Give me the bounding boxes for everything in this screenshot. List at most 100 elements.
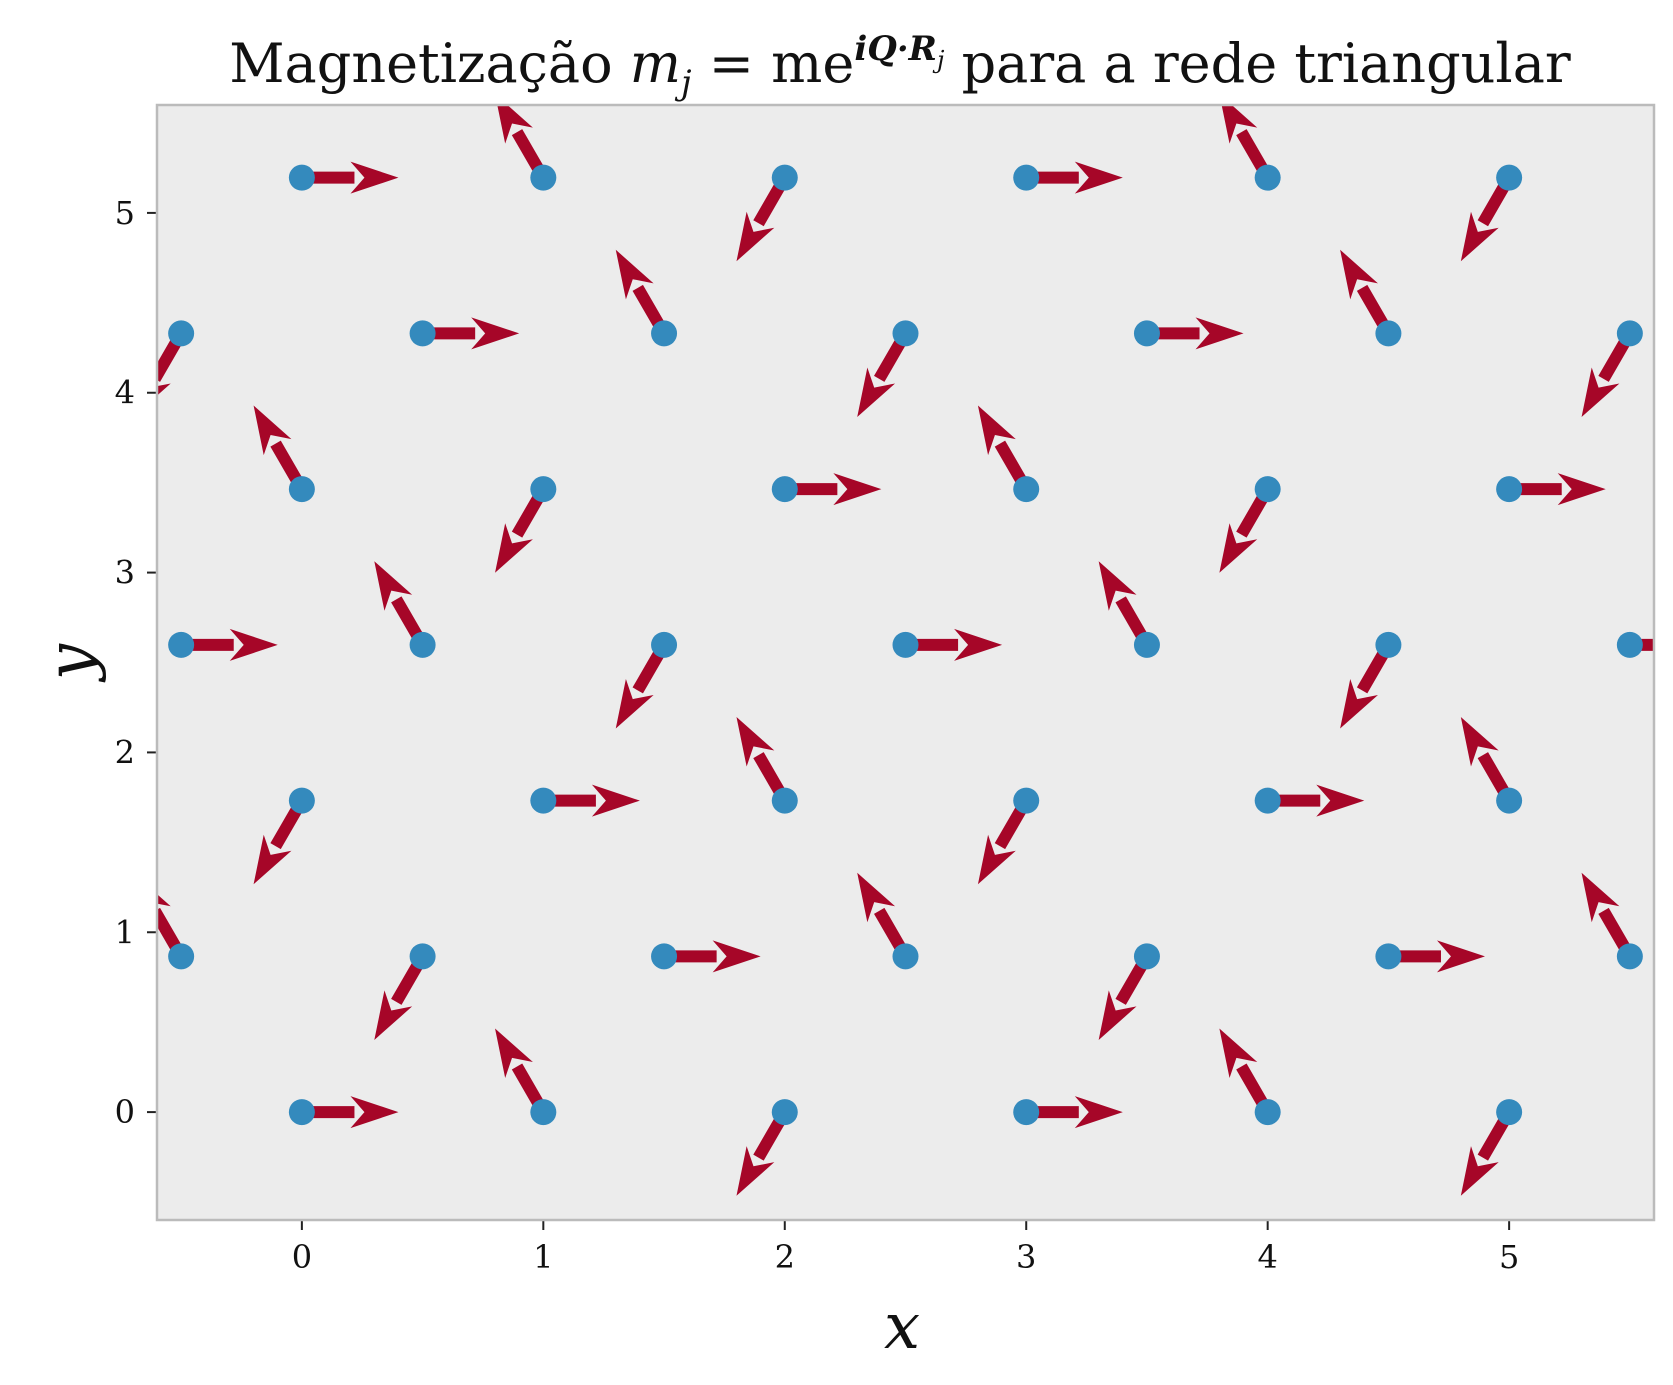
lattice-point xyxy=(1013,1099,1040,1126)
lattice-point xyxy=(892,943,919,970)
spin-arrow-head xyxy=(736,716,775,767)
spin-arrow-head xyxy=(471,317,520,350)
spin-arrow-head xyxy=(712,940,761,973)
x-tick-label: 0 xyxy=(292,1238,312,1276)
spin-arrow-head xyxy=(833,473,882,506)
lattice-point xyxy=(1496,164,1523,191)
y-tick-label: 3 xyxy=(115,554,135,592)
spin-arrow-head xyxy=(736,211,775,262)
spin-arrow-head xyxy=(857,872,896,923)
x-axis: 0 1 2 3 4 5 xyxy=(292,1220,1519,1276)
lattice-point xyxy=(47,165,73,191)
spin-arrow-head xyxy=(350,161,399,194)
lattice-point xyxy=(288,164,315,191)
title-eq: = me xyxy=(692,32,855,95)
spin-arrow-head xyxy=(1219,1028,1258,1079)
x-tick-label: 3 xyxy=(1016,1238,1036,1276)
lattice-point xyxy=(1496,1099,1523,1126)
data-marks xyxy=(0,105,1654,1196)
lattice-point xyxy=(1254,787,1281,814)
spin-arrow-head xyxy=(12,717,50,767)
lattice-point xyxy=(409,943,436,970)
title-formula: m xyxy=(630,32,681,95)
y-tick-label: 4 xyxy=(115,374,135,412)
lattice-point xyxy=(1013,787,1040,814)
title-prefix: Magnetização xyxy=(229,32,630,95)
lattice-point xyxy=(1254,164,1281,191)
x-axis-label: x xyxy=(884,1290,920,1364)
plot-area xyxy=(157,105,1654,1220)
lattice-point xyxy=(771,787,798,814)
spin-arrow-head xyxy=(253,834,292,885)
y-axis-label: y xyxy=(34,643,108,683)
spin-arrow-head xyxy=(1098,561,1137,611)
spin-arrow-head xyxy=(1460,211,1499,262)
spin-arrow-shaft xyxy=(34,178,60,224)
lattice-point xyxy=(1616,631,1643,658)
lattice-point xyxy=(47,788,73,814)
spin-arrow-head xyxy=(157,894,171,907)
lattice-point xyxy=(168,320,195,347)
spin-arrow-head xyxy=(350,1096,399,1129)
spin-arrow-head xyxy=(1221,105,1258,144)
lattice-point xyxy=(1375,631,1402,658)
spin-arrow-head xyxy=(591,784,640,817)
title-suffix: para a rede triangular xyxy=(944,32,1570,95)
spin-arrow-head xyxy=(229,628,278,661)
lattice-point xyxy=(288,476,315,503)
x-tick-label: 4 xyxy=(1257,1238,1277,1276)
lattice-point xyxy=(1133,943,1160,970)
spin-arrow-head xyxy=(1074,161,1123,194)
spin-arrow-head xyxy=(954,628,1003,661)
lattice-point xyxy=(1254,1099,1281,1126)
spin-arrow-head xyxy=(12,1146,50,1196)
spin-arrow-head xyxy=(1340,678,1378,729)
spin-arrow-head xyxy=(497,105,533,144)
spin-arrow-head xyxy=(1460,1146,1499,1196)
lattice-point xyxy=(168,943,195,970)
x-tick-label: 2 xyxy=(775,1238,795,1276)
lattice-point xyxy=(1013,476,1040,503)
lattice-point xyxy=(530,164,557,191)
spin-arrow-head xyxy=(495,523,533,573)
y-tick-label: 1 xyxy=(115,913,135,951)
lattice-point xyxy=(1013,164,1040,191)
lattice-point xyxy=(530,787,557,814)
spin-arrow-head xyxy=(977,405,1016,456)
y-tick-label: 5 xyxy=(115,194,135,232)
x-tick-label: 5 xyxy=(1499,1238,1519,1276)
lattice-point xyxy=(1133,320,1160,347)
lattice-point xyxy=(1254,476,1281,503)
lattice-point xyxy=(530,476,557,503)
lattice-point xyxy=(651,943,678,970)
lattice-point xyxy=(892,631,919,658)
lattice-point xyxy=(771,164,798,191)
lattice-point xyxy=(1496,787,1523,814)
lattice-point xyxy=(1616,320,1643,347)
lattice-point xyxy=(1375,320,1402,347)
y-axis: 0 1 2 3 4 5 xyxy=(115,194,157,1131)
y-tick-label: 0 xyxy=(115,1093,135,1131)
spin-arrow-head xyxy=(0,940,36,972)
chart-title: Magnetização mj = meiQ·Rj para a rede tr… xyxy=(229,29,1571,103)
spin-arrow-head xyxy=(1074,1096,1123,1129)
x-tick-label: 1 xyxy=(533,1238,553,1276)
lattice-point xyxy=(1616,943,1643,970)
lattice-point xyxy=(47,476,73,502)
spin-arrow-head xyxy=(157,383,171,396)
title-exp: iQ·R xyxy=(854,29,937,69)
lattice-point xyxy=(1375,943,1402,970)
lattice-point xyxy=(530,1099,557,1126)
spin-arrow-head xyxy=(857,367,896,418)
spin-arrow-head xyxy=(615,678,654,729)
spin-arrow-head xyxy=(1460,716,1499,767)
lattice-point xyxy=(409,320,436,347)
y-tick-label: 2 xyxy=(115,733,135,771)
spin-arrow-head xyxy=(1436,940,1485,973)
spin-arrow-head xyxy=(374,561,413,611)
spin-arrow-head xyxy=(1581,872,1620,923)
lattice-point xyxy=(651,320,678,347)
plot-frame xyxy=(155,103,1656,1222)
